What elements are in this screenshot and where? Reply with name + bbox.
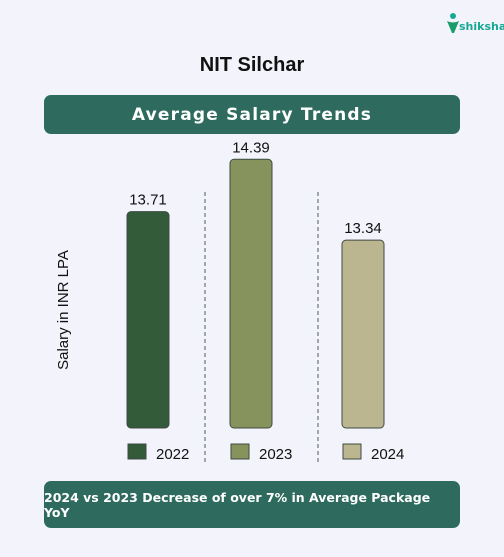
shiksha-person-icon xyxy=(447,13,459,33)
page-title: NIT Silchar xyxy=(199,54,305,76)
y-axis-label: Salary in INR LPA xyxy=(55,250,72,370)
bar-2023 xyxy=(229,158,273,429)
legend-label-2024: 2024 xyxy=(371,446,404,463)
footer-note: 2024 vs 2023 Decrease of over 7% in Aver… xyxy=(44,489,431,520)
bar-separators xyxy=(204,192,319,463)
legend-label-2022: 2022 xyxy=(156,446,189,463)
value-label-2023: 14.39 xyxy=(232,140,270,156)
logo-text: shiksha xyxy=(459,19,504,33)
legend-swatch-2023 xyxy=(230,443,250,460)
value-label-2022: 13.71 xyxy=(129,192,167,209)
footer-note-banner: 2024 vs 2023 Decrease of over 7% in Aver… xyxy=(44,481,460,528)
chart-legend: 2022 2023 2024 xyxy=(127,443,404,463)
chart-title: Average Salary Trends xyxy=(131,104,373,125)
bar-2024 xyxy=(341,239,385,429)
bar-2022 xyxy=(126,211,170,429)
chart-title-banner: Average Salary Trends xyxy=(44,95,460,134)
legend-swatch-2022 xyxy=(127,443,147,460)
bars-group: 13.71 14.39 13.34 xyxy=(126,140,385,429)
legend-swatch-2024 xyxy=(342,443,362,460)
value-label-2024: 13.34 xyxy=(344,220,382,237)
legend-label-2023: 2023 xyxy=(259,446,292,463)
brand-logo[interactable]: shiksha xyxy=(446,12,504,34)
